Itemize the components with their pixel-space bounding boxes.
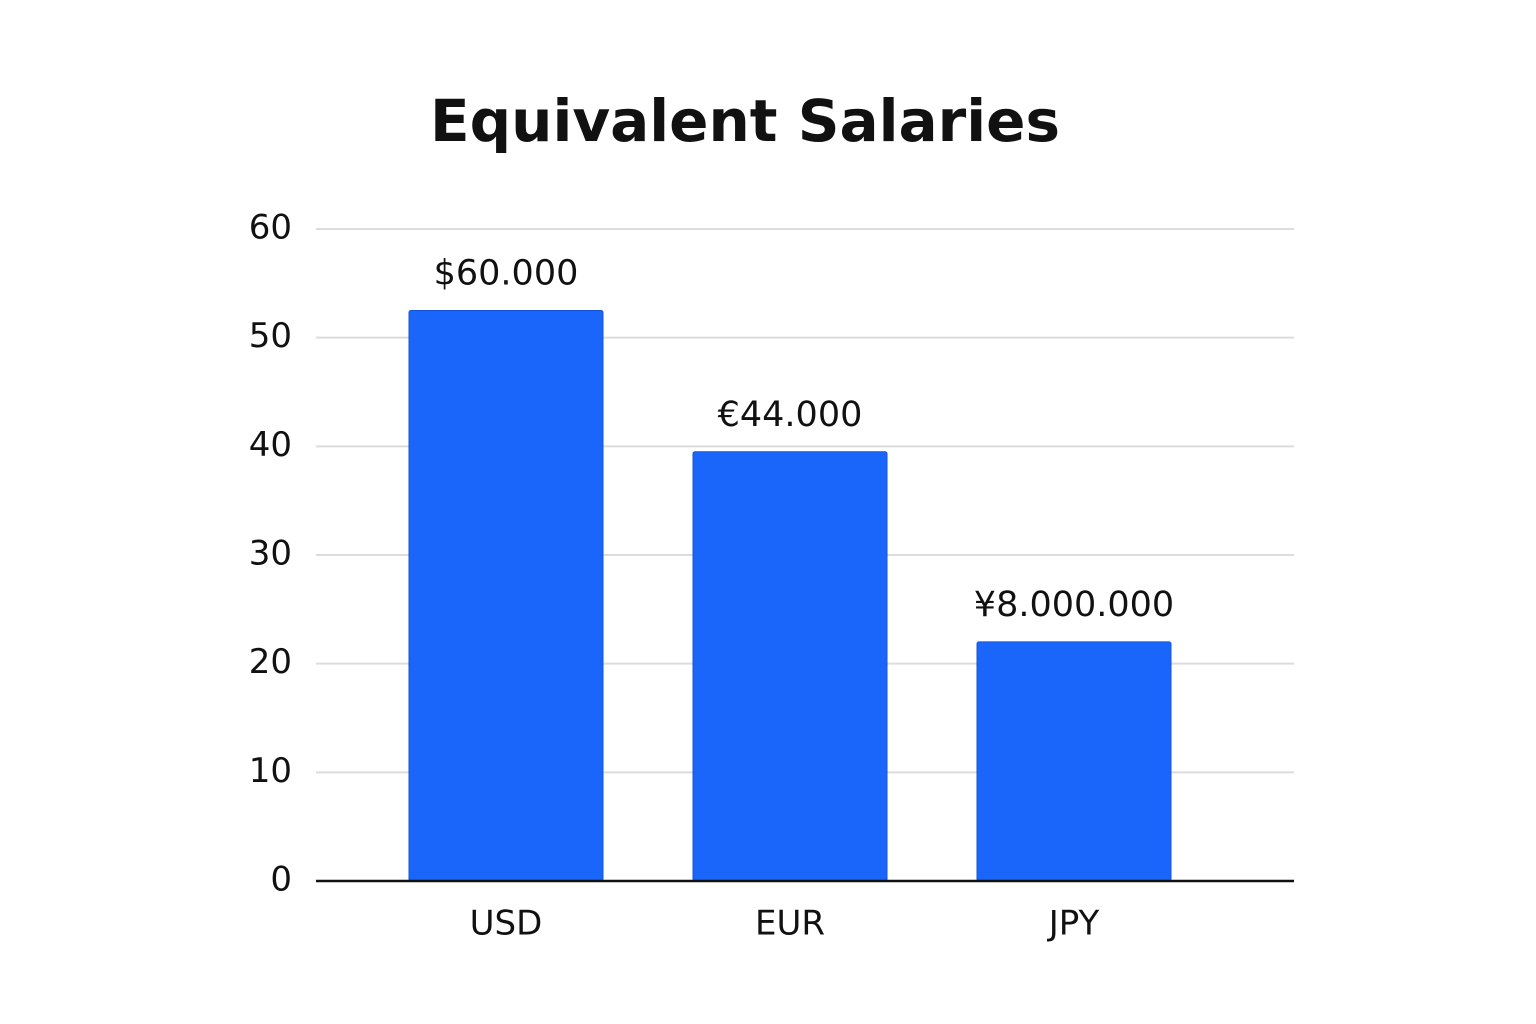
x-tick-label: JPY bbox=[1047, 904, 1100, 944]
x-tick-label: EUR bbox=[755, 904, 825, 944]
y-tick-label: 10 bbox=[249, 751, 292, 791]
bar-annotation: $60.000 bbox=[434, 254, 579, 294]
bar bbox=[692, 451, 888, 882]
bar bbox=[976, 641, 1172, 882]
bar-annotation: €44.000 bbox=[718, 395, 863, 435]
chart-title: Equivalent Salaries bbox=[430, 87, 1060, 155]
bar-annotation: ¥8.000.000 bbox=[974, 585, 1174, 625]
x-tick-label: USD bbox=[470, 904, 543, 944]
y-tick-label: 30 bbox=[249, 534, 292, 574]
y-tick-label: 20 bbox=[249, 642, 292, 682]
y-tick-label: 40 bbox=[249, 425, 292, 465]
y-tick-label: 60 bbox=[249, 208, 292, 248]
y-tick-label: 0 bbox=[270, 860, 292, 900]
y-tick-label: 50 bbox=[249, 316, 292, 356]
bar bbox=[408, 310, 604, 882]
